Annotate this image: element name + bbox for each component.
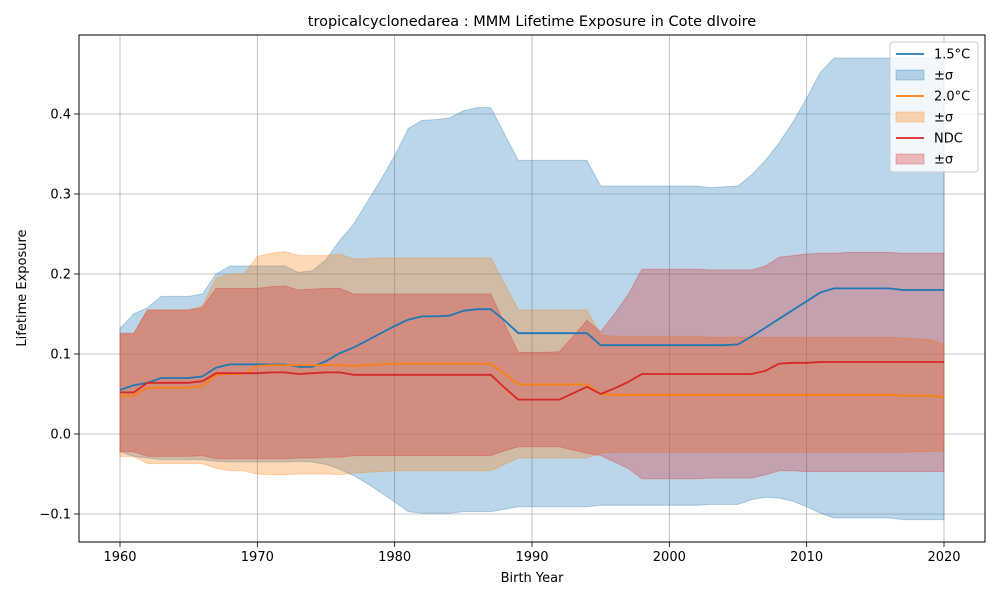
legend-label: ±σ [934,111,953,126]
legend-band-swatch [895,69,925,81]
line-layer [119,287,945,401]
y-tick-label: 0.0 [50,428,71,443]
y-tick-label: −0.1 [39,508,71,523]
legend-label: ±σ [934,153,953,168]
x-tick-label: 2020 [927,550,960,565]
x-tick-label: 2010 [790,550,823,565]
band-15c [119,57,945,521]
y-tick-label: 0.3 [50,188,71,203]
x-tick-label: 1990 [515,550,548,565]
x-tick-label: 1970 [241,550,274,565]
x-tick-label: 1980 [378,550,411,565]
line-ndc [120,361,944,401]
x-axis: 1960 1970 1980 1990 2000 2010 2020 [103,542,961,565]
legend: 1.5°C ±σ 2.0°C ±σ NDC ±σ [889,41,979,173]
line-15c [119,287,944,391]
y-axis-label: Lifetime Exposure [15,229,30,346]
band-20c [119,251,945,476]
legend-band-swatch [895,153,925,165]
legend-frame [889,41,979,173]
legend-label: 2.0°C [934,90,970,105]
legend-label: 1.5°C [934,48,970,63]
x-tick-label: 1960 [103,550,136,565]
grid-layer [79,35,985,542]
y-tick-label: 0.1 [50,348,71,363]
legend-band-swatch [895,111,925,123]
y-axis: −0.1 0.0 0.1 0.2 0.3 0.4 [39,108,79,523]
band-layer [119,57,945,521]
legend-label: ±σ [934,69,953,84]
line-20c [120,362,945,399]
chart-title: tropicalcyclonedarea : MMM Lifetime Expo… [308,14,757,30]
y-tick-label: 0.2 [50,268,71,283]
x-axis-label: Birth Year [501,571,565,586]
x-tick-label: 2000 [653,550,686,565]
y-tick-label: 0.4 [50,108,71,123]
band-ndc [119,251,945,480]
legend-label: NDC [934,132,963,147]
